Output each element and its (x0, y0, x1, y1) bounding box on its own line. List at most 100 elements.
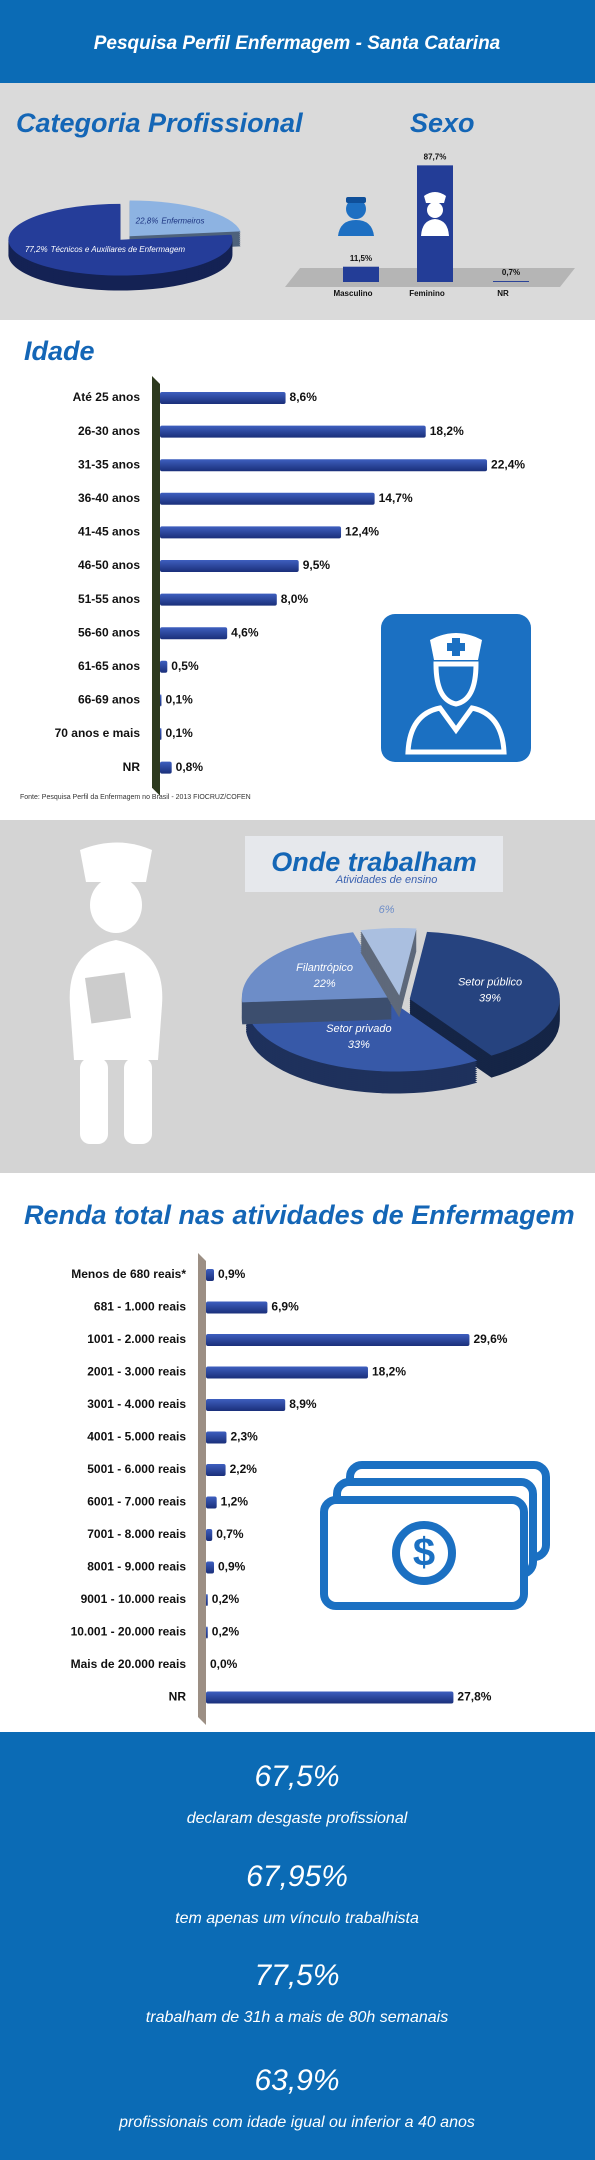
icon-body (421, 219, 449, 236)
category-label: 2001 - 3.000 reais (87, 1365, 186, 1379)
bar (206, 1269, 215, 1281)
value-label: 77,2% (25, 245, 48, 254)
axis (198, 1253, 206, 1725)
pie-slice (8, 203, 233, 291)
male-nurse-icon (338, 197, 374, 236)
bar (343, 266, 379, 282)
source-note: Fonte: Pesquisa Perfil da Enfermagem no … (20, 794, 251, 801)
bar (206, 1594, 208, 1606)
value-label: 27,8% (457, 1690, 491, 1704)
bar (206, 1334, 470, 1346)
highlight-text: profissionais com idade igual ou inferio… (118, 2114, 475, 2131)
category-label: Até 25 anos (73, 390, 141, 404)
chart-title: Onde trabalham (271, 847, 477, 877)
bar (160, 392, 286, 404)
category-label: 6001 - 7.000 reais (87, 1495, 186, 1509)
category-label: Mais de 20.000 reais (71, 1657, 187, 1671)
page-title: Pesquisa Perfil Enfermagem - Santa Catar… (94, 33, 501, 54)
category-label: 46-50 anos (78, 558, 140, 572)
axis (152, 376, 160, 796)
female-nurse-icon (421, 192, 449, 236)
bar (160, 761, 172, 774)
value-label: 0,1% (165, 726, 193, 740)
category-label: 56-60 anos (78, 625, 140, 639)
bar (206, 1399, 286, 1411)
category-label: 8001 - 9.000 reais (87, 1560, 186, 1574)
slice-top (241, 932, 392, 1003)
highlight-value: 77,5% (254, 1959, 339, 1992)
value-label: 6% (379, 904, 395, 916)
bar (206, 1529, 213, 1541)
category-label: Enfermeiros (161, 217, 204, 226)
money-icon: $ (320, 1461, 550, 1610)
chart-title: Categoria Profissional (16, 108, 303, 138)
value-label: 0,1% (165, 693, 193, 707)
value-label: 0,7% (216, 1527, 244, 1541)
highlight-text: tem apenas um vínculo trabalhista (175, 1910, 419, 1927)
title-box (245, 836, 503, 892)
category-label: 10.001 - 20.000 reais (71, 1625, 187, 1639)
chart-title: Sexo (410, 108, 475, 138)
bar (160, 560, 299, 572)
value-label: 8,9% (289, 1397, 317, 1411)
value-label: 0,8% (176, 760, 204, 774)
slice-top (8, 203, 233, 276)
icon-cap (424, 192, 446, 203)
value-label: 22,8% (135, 217, 159, 226)
bar (160, 459, 488, 472)
pie-slice (409, 931, 560, 1078)
value-label: 9,5% (303, 558, 331, 572)
highlight-text: declaram desgaste profissional (187, 1810, 408, 1827)
nurse-silhouette (69, 842, 163, 1144)
value-label: 0,2% (212, 1625, 240, 1639)
bar (206, 1691, 454, 1704)
slice-top (129, 200, 241, 237)
value-label: 1,2% (221, 1495, 249, 1509)
bar (493, 281, 529, 282)
value-label: 18,2% (430, 424, 464, 438)
slice-top (409, 931, 560, 1056)
bar (206, 1301, 268, 1314)
slice-label: 22,8% Enfermeiros (135, 217, 205, 226)
value-label: 33% (348, 1039, 370, 1051)
bar (206, 1431, 227, 1444)
bar (160, 425, 426, 438)
bar (206, 1464, 226, 1476)
value-label: 0,0% (210, 1657, 238, 1671)
category-label: 681 - 1.000 reais (94, 1300, 186, 1314)
category-label: Feminino (409, 289, 445, 298)
highlight-value: 67,95% (246, 1860, 348, 1893)
category-label: 41-45 anos (78, 525, 140, 539)
value-label: 8,0% (281, 592, 309, 606)
value-label: 87,7% (424, 152, 447, 161)
value-label: 2,3% (230, 1430, 258, 1444)
slice-label: 77,2% Técnicos e Auxiliares de Enfermagem (25, 245, 185, 254)
category-label: 5001 - 6.000 reais (87, 1462, 186, 1476)
value-label: 2,2% (230, 1462, 258, 1476)
bar (206, 1496, 217, 1509)
category-label: 70 anos e mais (55, 726, 141, 740)
category-label: 7001 - 8.000 reais (87, 1527, 186, 1541)
category-label: NR (169, 1690, 187, 1704)
chart-title: Renda total nas atividades de Enfermagem (24, 1200, 575, 1230)
value-label: 12,4% (345, 525, 379, 539)
bar (160, 694, 162, 707)
bar (160, 593, 277, 606)
value-label: 0,5% (171, 659, 199, 673)
value-label: 22% (313, 978, 336, 990)
bar (160, 627, 228, 640)
category-label: 26-30 anos (78, 424, 140, 438)
bar (160, 492, 375, 505)
category-label: 36-40 anos (78, 491, 140, 505)
category-label: Filantrópico (296, 962, 353, 974)
category-label: 31-35 anos (78, 457, 140, 471)
category-label: 66-69 anos (78, 693, 140, 707)
value-label: 0,7% (502, 268, 520, 277)
value-label: 29,6% (473, 1332, 507, 1346)
bar (206, 1626, 208, 1639)
bar (160, 526, 342, 539)
value-label: 0,9% (218, 1267, 246, 1281)
category-label: 4001 - 5.000 reais (87, 1430, 186, 1444)
